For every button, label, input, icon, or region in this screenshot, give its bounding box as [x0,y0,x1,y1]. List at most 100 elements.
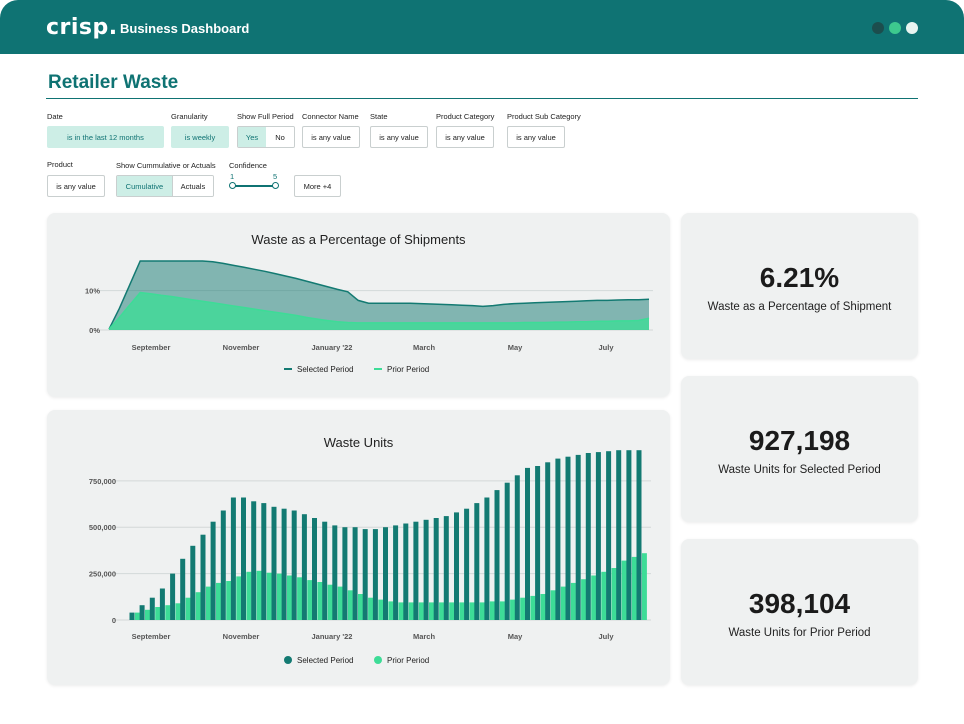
prior-period-bar[interactable] [499,601,505,620]
prior-period-bar[interactable] [266,572,272,620]
prior-period-bar[interactable] [276,573,282,620]
prior-period-bar[interactable] [246,571,252,620]
selected-period-bar[interactable] [575,454,581,620]
prior-period-bar[interactable] [337,586,343,620]
selected-period-bar[interactable] [322,521,328,620]
selected-period-bar[interactable] [555,458,561,620]
selected-period-bar[interactable] [636,450,642,620]
prior-period-bar[interactable] [347,590,353,620]
prior-period-bar[interactable] [631,556,637,620]
selected-period-bar[interactable] [241,497,246,621]
more-filters-button[interactable]: More +4 [294,175,341,197]
filter-state[interactable]: is any value [370,126,428,148]
filter-product-category[interactable]: is any value [436,126,494,148]
selected-period-bar[interactable] [312,518,317,620]
prior-period-bar[interactable] [469,602,475,620]
prior-period-bar[interactable] [205,586,211,620]
selected-period-bar[interactable] [261,503,267,620]
selected-period-bar[interactable] [352,527,358,620]
selected-period-bar[interactable] [525,467,530,620]
selected-period-bar[interactable] [200,534,206,620]
selected-period-bar[interactable] [616,450,622,620]
prior-period-bar[interactable] [408,602,414,620]
selected-period-bar[interactable] [230,497,236,621]
filter-granularity[interactable]: is weekly [171,126,229,148]
filter-connector-name[interactable]: is any value [302,126,360,148]
selected-period-bar[interactable] [159,588,165,621]
prior-period-bar[interactable] [226,581,232,620]
selected-period-bar[interactable] [170,573,176,620]
prior-period-bar[interactable] [358,594,363,620]
selected-period-bar[interactable] [545,462,551,620]
selected-period-bar[interactable] [606,451,612,620]
prior-period-bar[interactable] [601,571,607,620]
prior-period-bar[interactable] [155,607,161,620]
selected-period-bar[interactable] [220,510,226,621]
prior-period-bar[interactable] [134,612,140,620]
selected-period-bar[interactable] [210,521,216,620]
prior-period-bar[interactable] [489,601,495,620]
selected-period-bar[interactable] [474,503,480,620]
prior-period-bar[interactable] [581,579,587,620]
prior-period-bar[interactable] [540,594,546,620]
prior-period-bar[interactable] [429,602,434,620]
filter-product[interactable]: is any value [47,175,105,197]
prior-period-bar[interactable] [530,595,536,620]
selected-period-bar[interactable] [514,475,520,620]
window-dot-light[interactable] [906,22,918,34]
selected-period-bar[interactable] [504,482,510,620]
prior-period-bar[interactable] [256,570,262,620]
selected-period-bar[interactable] [301,514,307,620]
selected-period-bar[interactable] [443,516,449,620]
selected-period-bar[interactable] [362,529,368,620]
prior-period-bar[interactable] [570,582,576,620]
selected-period-bar[interactable] [433,518,439,620]
prior-period-bar[interactable] [388,601,394,620]
selected-period-bar[interactable] [332,525,338,620]
selected-period-bar[interactable] [595,452,601,620]
prior-period-bar[interactable] [459,602,465,620]
prior-period-bar[interactable] [145,609,150,620]
selected-period-bar[interactable] [180,558,186,620]
selected-period-bar[interactable] [423,519,429,620]
show-full-period-no[interactable]: No [266,127,294,147]
selected-period-bar[interactable] [393,525,399,620]
selected-period-bar[interactable] [372,529,378,620]
confidence-max-handle[interactable] [272,182,279,189]
prior-period-bar[interactable] [550,590,556,620]
confidence-slider[interactable]: 1 5 [229,172,279,192]
prior-period-bar[interactable] [297,577,303,620]
selected-period-bar[interactable] [149,597,155,620]
selected-period-bar[interactable] [535,466,541,620]
window-dot-green[interactable] [889,22,901,34]
prior-period-bar[interactable] [368,597,374,620]
cumulative-option[interactable]: Cumulative [117,176,172,196]
selected-period-bar[interactable] [251,501,257,620]
filter-product-sub-category[interactable]: is any value [507,126,565,148]
prior-period-bar[interactable] [175,603,181,620]
prior-period-bar[interactable] [287,575,292,621]
prior-period-bar[interactable] [439,602,445,620]
selected-period-bar[interactable] [626,450,632,620]
prior-period-bar[interactable] [307,580,313,620]
prior-period-bar[interactable] [378,599,384,620]
selected-period-bar[interactable] [342,527,348,620]
prior-period-bar[interactable] [195,592,201,620]
selected-period-bar[interactable] [190,545,196,620]
prior-period-bar[interactable] [591,575,597,621]
filter-date[interactable]: is in the last 12 months [47,126,164,148]
actuals-option[interactable]: Actuals [171,176,213,196]
selected-period-bar[interactable] [383,527,388,620]
selected-period-bar[interactable] [464,508,470,620]
prior-period-bar[interactable] [216,582,221,620]
selected-period-bar[interactable] [129,612,135,620]
prior-period-bar[interactable] [479,602,485,620]
confidence-min-handle[interactable] [229,182,236,189]
prior-period-bar[interactable] [327,584,333,620]
window-dot-dark[interactable] [872,22,884,34]
selected-period-bar[interactable] [403,523,409,621]
prior-period-bar[interactable] [520,597,526,620]
selected-period-bar[interactable] [484,497,490,621]
prior-period-bar[interactable] [165,605,171,620]
prior-period-bar[interactable] [560,586,566,620]
